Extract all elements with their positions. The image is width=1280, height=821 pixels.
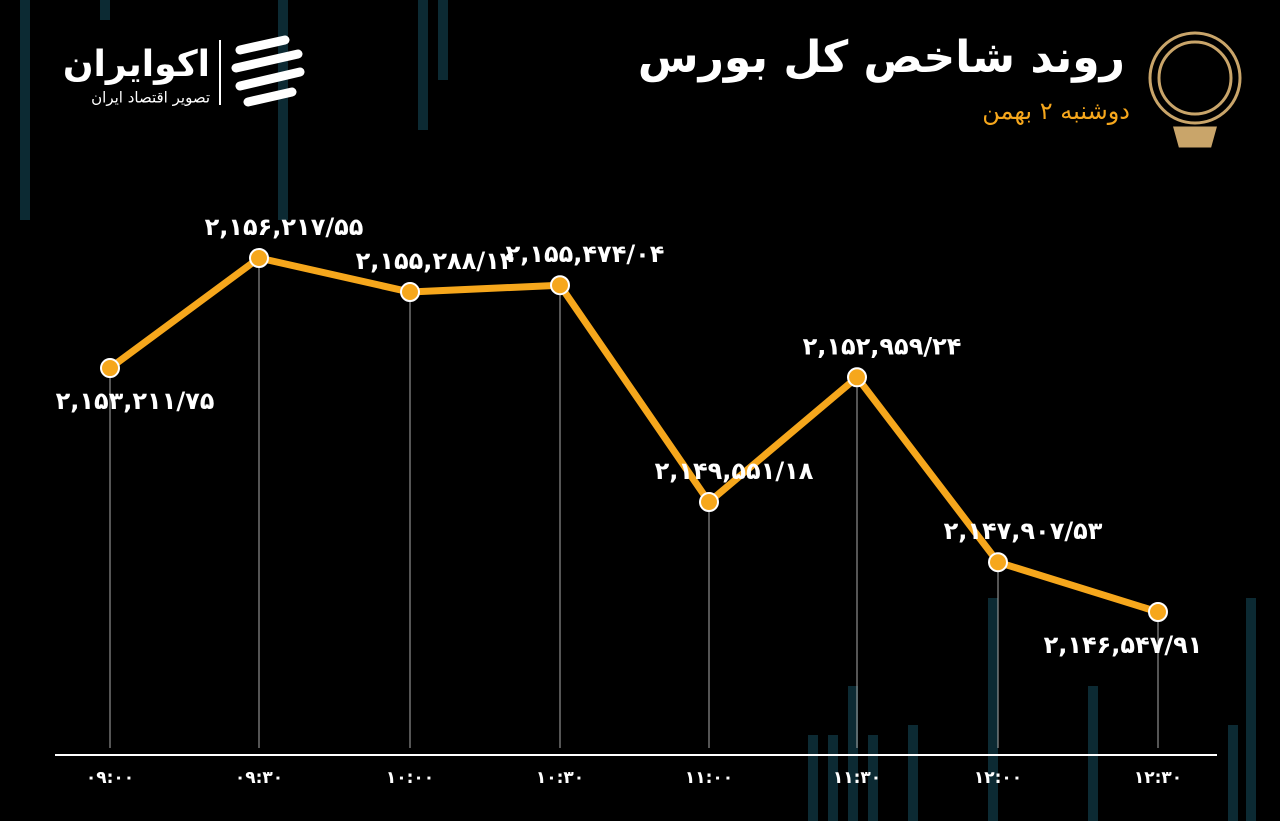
- value-label: ۲,۱۵۵,۲۸۸/۱۴: [356, 247, 515, 275]
- x-tick-label: ۰۹:۰۰: [86, 768, 134, 788]
- point: [400, 282, 420, 303]
- point: [100, 358, 120, 379]
- x-tick-label: ۰۹:۳۰: [235, 768, 283, 788]
- value-label: ۲,۱۵۳,۲۱۱/۷۵: [56, 387, 215, 415]
- chart-title: روند شاخص کل بورس: [638, 32, 1125, 83]
- decor-bars: [20, 0, 1256, 821]
- logo-mark: [231, 35, 305, 107]
- point: [988, 552, 1008, 573]
- point: [249, 248, 269, 268]
- point: [550, 275, 570, 296]
- logo-name: اکوایران: [63, 44, 210, 85]
- value-label: ۲,۱۴۷,۹۰۷/۵۳: [944, 517, 1103, 545]
- value-label: ۲,۱۴۶,۵۴۷/۹۱: [1044, 631, 1203, 659]
- value-label: ۲,۱۵۲,۹۵۹/۲۴: [803, 332, 962, 360]
- point: [1148, 602, 1168, 622]
- emblem: [1148, 31, 1242, 148]
- x-tick-label: ۱۰:۰۰: [386, 768, 434, 788]
- point: [699, 492, 719, 513]
- series-line: [107, 254, 1160, 616]
- x-tick-label: ۱۲:۰۰: [974, 768, 1022, 788]
- chart-subtitle: دوشنبه ۲ بهمن: [982, 97, 1130, 125]
- logo-tagline: تصویر اقتصاد ایران: [91, 89, 210, 107]
- value-label: ۲,۱۴۹,۵۵۱/۱۸: [655, 457, 814, 485]
- x-tick-label: ۱۱:۳۰: [833, 768, 881, 788]
- value-label: ۲,۱۵۵,۴۷۴/۰۴: [506, 240, 665, 268]
- point: [847, 367, 867, 388]
- value-label: ۲,۱۵۶,۲۱۷/۵۵: [205, 213, 364, 241]
- x-tick-label: ۱۲:۳۰: [1134, 768, 1182, 788]
- x-tick-label: ۱۰:۳۰: [536, 768, 584, 788]
- x-tick-label: ۱۱:۰۰: [685, 768, 733, 788]
